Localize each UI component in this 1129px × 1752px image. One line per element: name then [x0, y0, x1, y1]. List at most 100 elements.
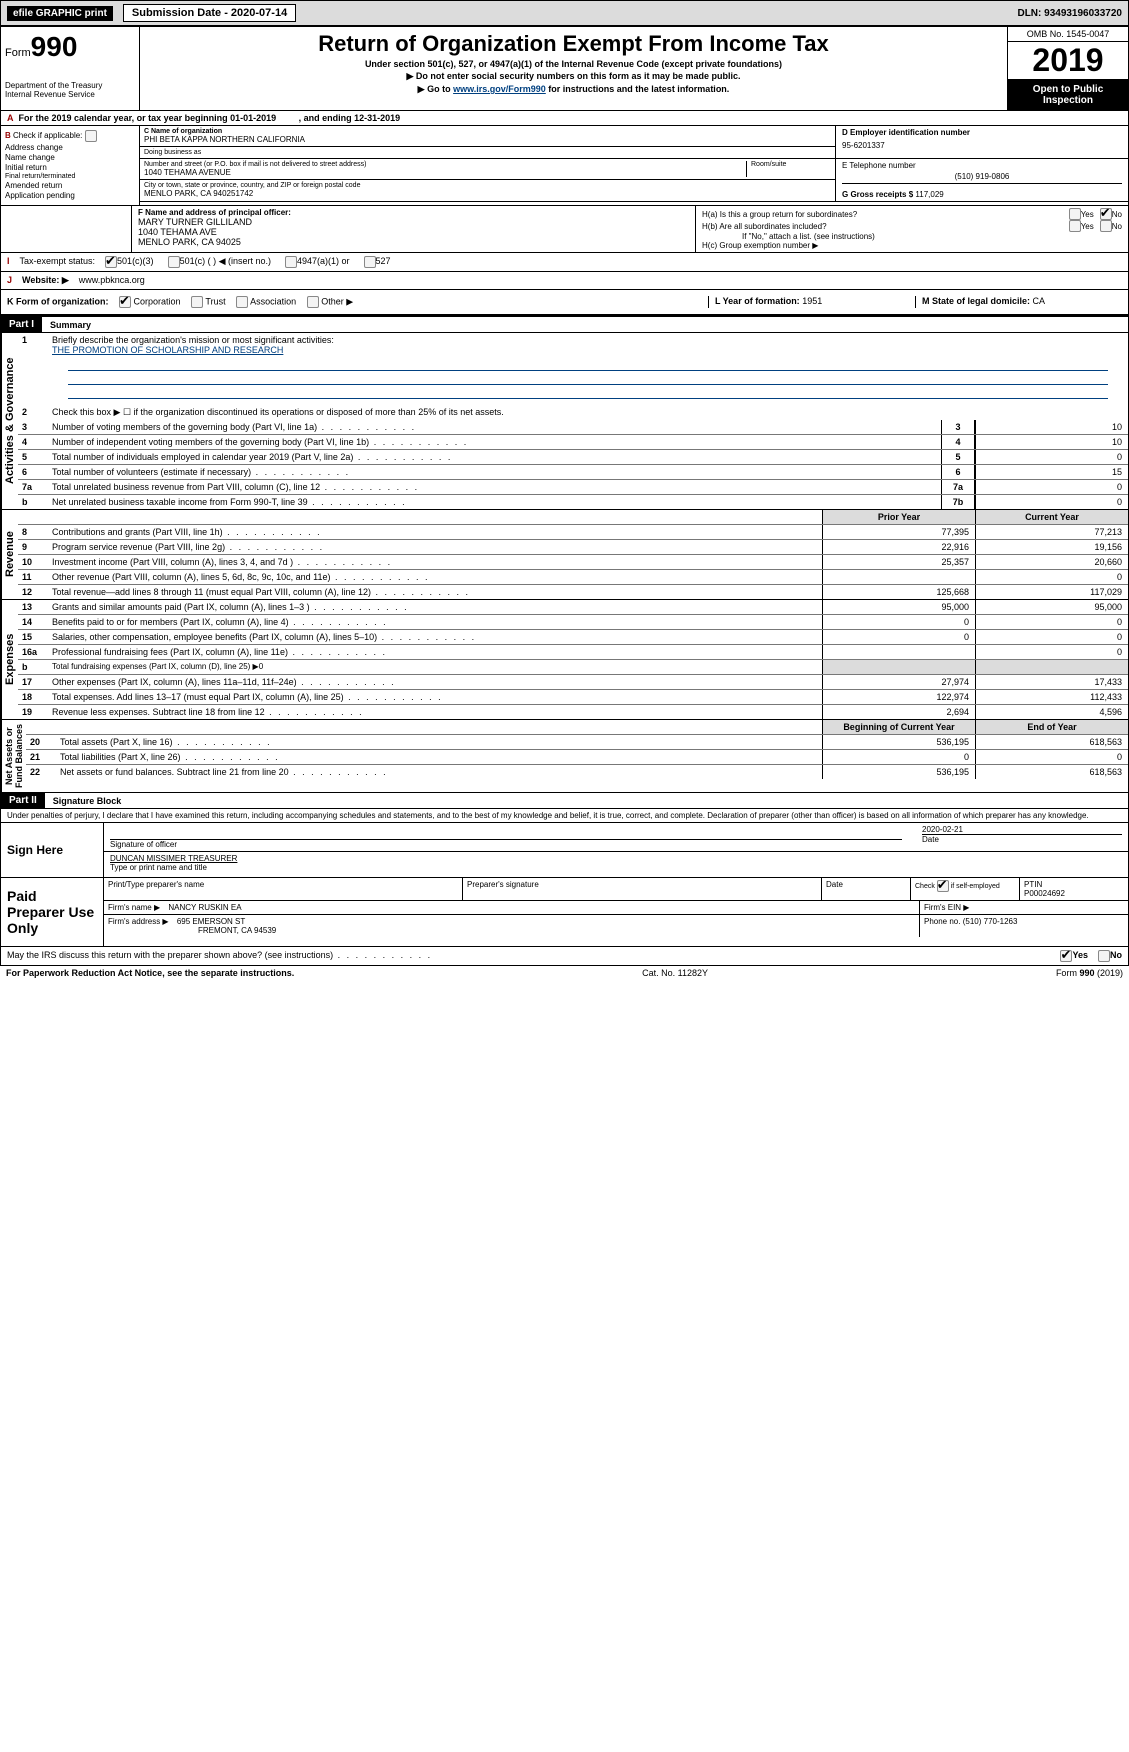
hb-label: H(b) Are all subordinates included?: [702, 222, 1069, 231]
open-public: Open to Public Inspection: [1008, 80, 1128, 110]
b-addr-change: Address change: [5, 143, 63, 152]
sig-date: 2020-02-21: [922, 825, 1122, 834]
prep-ptin-label: PTIN: [1024, 880, 1124, 889]
vert-governance: Activities & Governance: [1, 333, 18, 509]
discuss-no[interactable]: [1098, 950, 1110, 962]
underline-1: [68, 358, 1108, 371]
dln-label: DLN: 93493196033720: [1017, 8, 1122, 19]
gov-row: 5Total number of individuals employed in…: [18, 450, 1128, 465]
m-value: CA: [1033, 296, 1046, 306]
c-addr-label: Number and street (or P.O. box if mail i…: [144, 161, 746, 168]
sub3-prefix: ▶ Go to: [418, 84, 453, 94]
tax-year: 2019: [1008, 42, 1128, 80]
i-527[interactable]: [364, 256, 376, 268]
expense-row: 13Grants and similar amounts paid (Part …: [18, 600, 1128, 615]
c-room-label: Room/suite: [746, 161, 831, 177]
expense-row: bTotal fundraising expenses (Part IX, co…: [18, 660, 1128, 675]
i-opt0: 501(c)(3): [117, 256, 154, 268]
b-name-change: Name change: [5, 153, 55, 162]
q2-text: Check this box ▶ ☐ if the organization d…: [48, 405, 1128, 420]
ha-yes[interactable]: [1069, 208, 1081, 220]
netassets-section: Net Assets orFund Balances Beginning of …: [0, 720, 1129, 793]
sub3-suffix: for instructions and the latest informat…: [546, 84, 730, 94]
prep-h2: Preparer's signature: [463, 878, 822, 900]
form-990: 990: [31, 31, 78, 62]
netasset-row: 22Net assets or fund balances. Subtract …: [26, 765, 1128, 779]
vert-revenue: Revenue: [1, 510, 18, 599]
expenses-section: Expenses 13Grants and similar amounts pa…: [0, 600, 1129, 720]
prep-h1: Print/Type preparer's name: [104, 878, 463, 900]
gov-row: 7aTotal unrelated business revenue from …: [18, 480, 1128, 495]
c-name: PHI BETA KAPPA NORTHERN CALIFORNIA: [144, 135, 831, 144]
vert-expenses: Expenses: [1, 600, 18, 719]
k-other[interactable]: [307, 296, 319, 308]
i-opt3: 527: [376, 256, 391, 268]
governance-section: Activities & Governance 1 Briefly descri…: [0, 333, 1129, 510]
sig-name-label: Type or print name and title: [110, 863, 1122, 872]
col-cd: C Name of organization PHI BETA KAPPA NO…: [140, 126, 1128, 205]
dept-treasury: Department of the Treasury Internal Reve…: [5, 81, 135, 99]
hb-no[interactable]: [1100, 220, 1112, 232]
form-left: Form990 Department of the Treasury Inter…: [1, 27, 140, 110]
paid-preparer-label: Paid Preparer Use Only: [1, 878, 104, 946]
discuss-yes[interactable]: [1060, 950, 1072, 962]
b-initial: Initial return: [5, 163, 47, 172]
paperwork-text: For Paperwork Reduction Act Notice, see …: [6, 968, 294, 978]
i-4947[interactable]: [285, 256, 297, 268]
prior-year-head: Prior Year: [822, 510, 975, 524]
hb-yes[interactable]: [1069, 220, 1081, 232]
gov-row: 3Number of voting members of the governi…: [18, 420, 1128, 435]
k-corp[interactable]: [119, 296, 131, 308]
sig-officer-label: Signature of officer: [110, 839, 902, 849]
form-header: Form990 Department of the Treasury Inter…: [0, 26, 1129, 111]
section-a: A For the 2019 calendar year, or tax yea…: [0, 111, 1129, 126]
ha-no[interactable]: [1100, 208, 1112, 220]
revenue-row: 9Program service revenue (Part VIII, lin…: [18, 540, 1128, 555]
irs-link[interactable]: www.irs.gov/Form990: [453, 84, 546, 94]
k-assoc[interactable]: [236, 296, 248, 308]
col-b: B Check if applicable: Address change Na…: [1, 126, 140, 205]
b-amended: Amended return: [5, 181, 62, 190]
g-value: 117,029: [915, 190, 943, 199]
prep-ptin: P00024692: [1024, 889, 1124, 898]
k-opt0: Corporation: [134, 296, 181, 306]
l-label: L Year of formation:: [715, 296, 800, 306]
self-employed-check[interactable]: [937, 880, 949, 892]
e-value: (510) 919-0806: [842, 172, 1122, 181]
q1-text: Briefly describe the organization's miss…: [52, 335, 334, 345]
d-label: D Employer identification number: [842, 128, 1122, 137]
firm-addr2: FREMONT, CA 94539: [198, 926, 276, 935]
k-trust[interactable]: [191, 296, 203, 308]
j-value: www.pbknca.org: [79, 275, 145, 286]
d-value: 95-6201337: [842, 141, 1122, 150]
i-501c[interactable]: [168, 256, 180, 268]
form-title: Return of Organization Exempt From Incom…: [148, 31, 999, 57]
netasset-row: 21Total liabilities (Part X, line 26)00: [26, 750, 1128, 765]
revenue-section: Revenue Prior Year Current Year 8Contrib…: [0, 510, 1129, 600]
m-label: M State of legal domicile:: [922, 296, 1030, 306]
k-opt3: Other ▶: [321, 296, 353, 306]
eg-box: E Telephone number (510) 919-0806 G Gros…: [836, 159, 1128, 201]
b-pending: Application pending: [5, 191, 75, 200]
i-label: Tax-exempt status:: [20, 256, 96, 268]
discuss-text: May the IRS discuss this return with the…: [7, 950, 1060, 962]
firm-name: NANCY RUSKIN EA: [168, 903, 241, 912]
form-sub1: Under section 501(c), 527, or 4947(a)(1)…: [148, 59, 999, 69]
i-501c3[interactable]: [105, 256, 117, 268]
revenue-row: 8Contributions and grants (Part VIII, li…: [18, 525, 1128, 540]
mission-text: THE PROMOTION OF SCHOLARSHIP AND RESEARC…: [52, 345, 283, 355]
firm-addr: 695 EMERSON ST: [177, 917, 245, 926]
b-label: Check if applicable:: [13, 131, 82, 140]
underline-3: [68, 386, 1108, 399]
form-footer: Form 990 (2019): [1056, 968, 1123, 978]
ha-label: H(a) Is this a group return for subordin…: [702, 210, 1069, 219]
b-check-top[interactable]: [85, 130, 97, 142]
c-dba-label: Doing business as: [144, 149, 831, 156]
part2-tab: Part II: [1, 793, 45, 808]
revenue-row: 10Investment income (Part VIII, column (…: [18, 555, 1128, 570]
e-label: E Telephone number: [842, 161, 1122, 170]
l-value: 1951: [802, 296, 822, 306]
g-label: G Gross receipts $: [842, 190, 913, 199]
paid-preparer-section: Paid Preparer Use Only Print/Type prepar…: [0, 878, 1129, 947]
expense-row: 19Revenue less expenses. Subtract line 1…: [18, 705, 1128, 719]
